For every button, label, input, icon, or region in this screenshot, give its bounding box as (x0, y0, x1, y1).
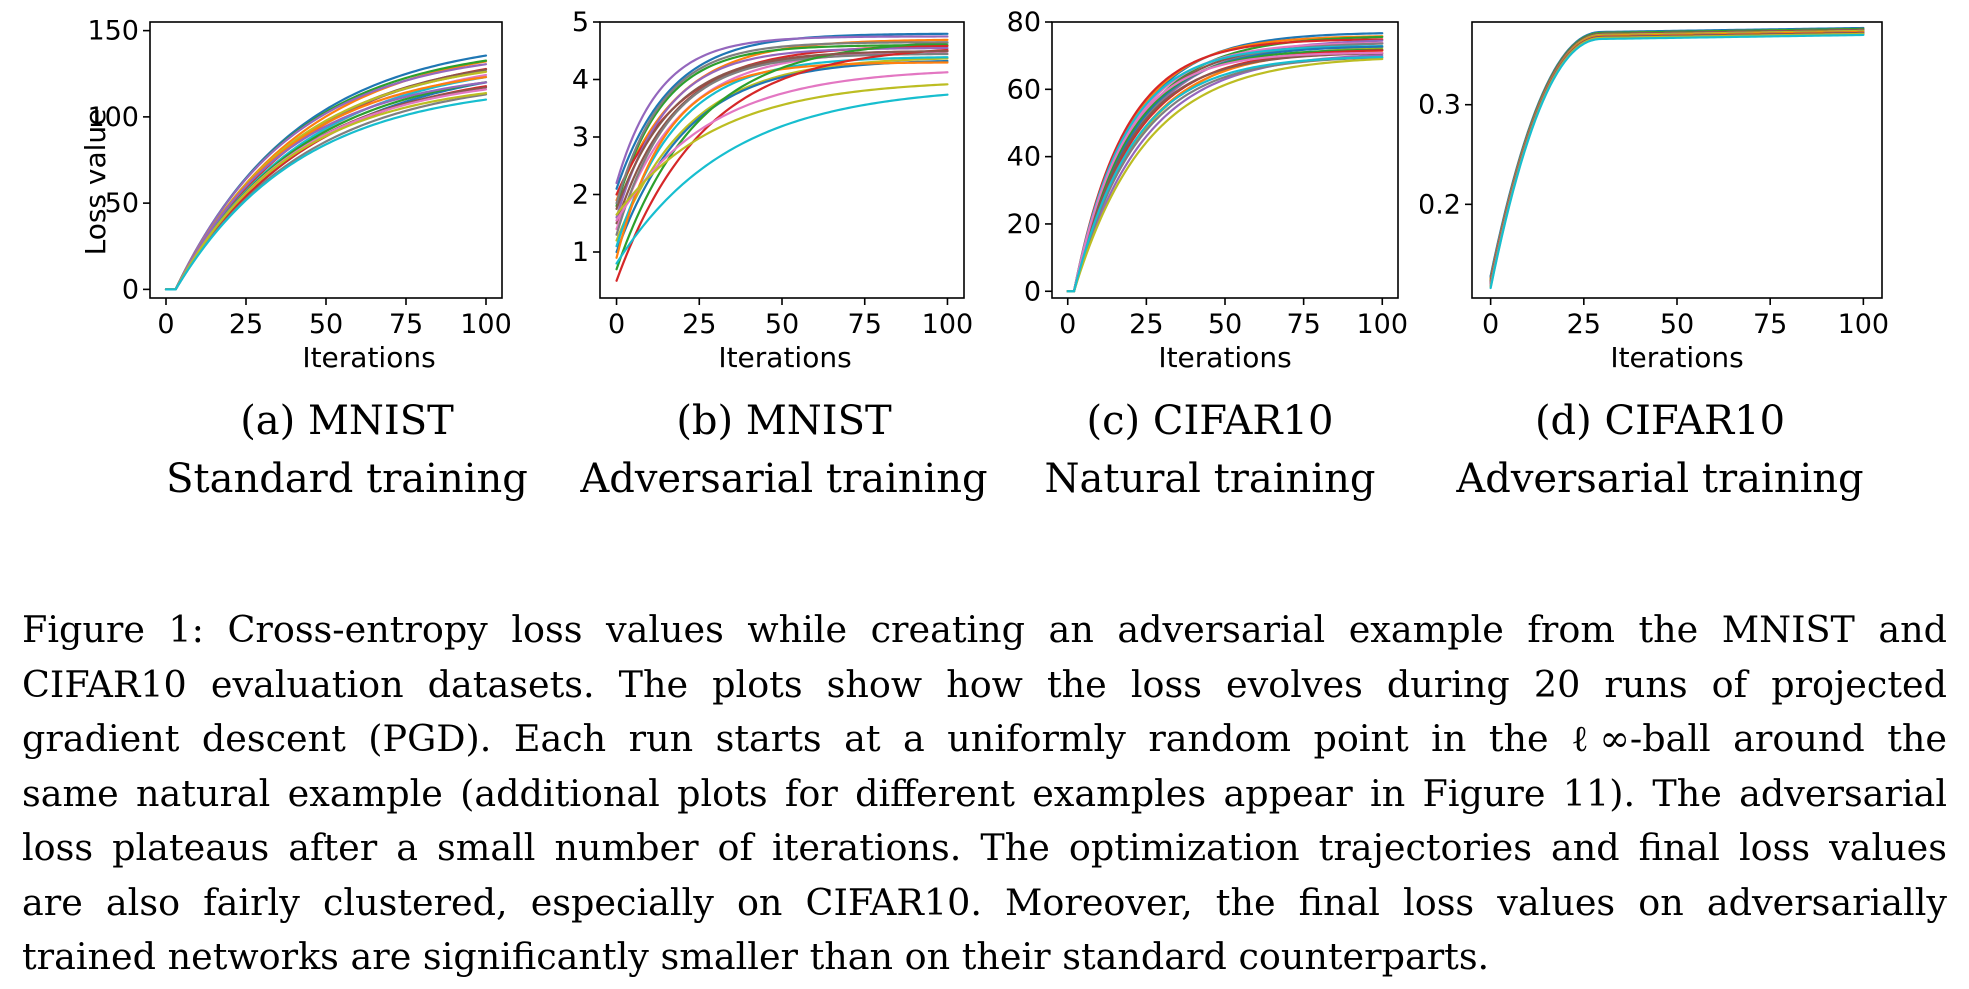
y-tick-label: 3 (572, 122, 589, 153)
x-axis-label: Iterations (1610, 341, 1743, 374)
plot-b-mnist-adversarial: 0 25 50 75 100 1 2 3 4 5 Iterations (572, 10, 974, 374)
series-line (615, 83, 949, 216)
subcaption-a-line2: Standard training (166, 456, 528, 502)
series-line (615, 71, 949, 222)
caption-line: are also fairly clustered, especially on… (22, 880, 1947, 924)
y-tick-label: 1 (572, 237, 589, 268)
y-tick-label: 0 (1024, 276, 1041, 307)
x-axis-label: Iterations (1158, 341, 1291, 374)
y-tick-label: 50 (105, 188, 139, 219)
plot-area (1472, 22, 1882, 298)
series-line (164, 98, 488, 291)
x-tick-label: 75 (1286, 309, 1320, 340)
x-tick-label: 0 (1482, 309, 1499, 340)
series-line (615, 93, 949, 265)
series-line (615, 41, 949, 205)
subcaption-c-line2: Natural training (1044, 456, 1376, 502)
series-line (1066, 57, 1384, 293)
y-tick-label: 80 (1007, 10, 1041, 38)
y-tick-label: 100 (87, 102, 139, 133)
x-tick-label: 75 (389, 309, 423, 340)
subcaption-b: (b) MNIST Adversarial training (564, 392, 1004, 508)
plot-a-mnist-standard: 0 25 50 75 100 0 50 100 150 Iterations Loss valu… (79, 16, 512, 374)
y-tick-label: 0.2 (1420, 189, 1461, 220)
subcaption-b-line2: Adversarial training (580, 456, 988, 502)
x-tick-label: 50 (309, 309, 343, 340)
subcaption-d-line1: (d) CIFAR10 (1534, 398, 1786, 444)
series-line (1066, 51, 1384, 293)
caption-line: same natural example (additional plots f… (22, 771, 1947, 815)
caption-line: gradient descent (PGD). Each run starts … (22, 717, 1947, 760)
series-line (164, 81, 488, 291)
x-tick-label: 100 (1838, 309, 1890, 340)
subcaption-c: (c) CIFAR10 Natural training (990, 392, 1430, 508)
x-axis-label: Iterations (302, 341, 435, 374)
x-tick-label: 25 (1567, 309, 1601, 340)
y-tick-label: 2 (572, 180, 589, 211)
subcaption-d: (d) CIFAR10 Adversarial training (1440, 392, 1880, 508)
figure-caption: Figure 1: Cross-entropy loss values whil… (22, 603, 1947, 985)
series-line (1066, 52, 1384, 293)
series-line (1066, 38, 1384, 293)
x-tick-label: 100 (922, 309, 974, 340)
caption-line: Figure 1: Cross-entropy loss values whil… (22, 608, 1947, 651)
series-line (1066, 55, 1384, 293)
x-tick-label: 25 (229, 309, 263, 340)
caption-line: loss plateaus after a small number of it… (22, 826, 1947, 869)
series-line (615, 46, 949, 219)
y-tick-label: 40 (1007, 142, 1041, 173)
x-axis-label: Iterations (718, 341, 851, 374)
x-tick-label: 50 (1208, 309, 1242, 340)
x-tick-label: 100 (460, 309, 512, 340)
x-tick-label: 75 (1753, 309, 1787, 340)
y-tick-label: 0.3 (1420, 90, 1461, 121)
x-tick-label: 0 (1059, 309, 1076, 340)
y-tick-label: 150 (87, 16, 139, 47)
series-line (615, 35, 949, 185)
subcaption-b-line1: (b) MNIST (676, 398, 892, 444)
series-line (1489, 33, 1865, 290)
series-line (1066, 45, 1384, 293)
x-tick-label: 25 (682, 309, 716, 340)
y-tick-label: 5 (572, 10, 589, 38)
series-line (615, 50, 949, 210)
plot-d-cifar10-adversarial: 0 25 50 75 100 0.2 0.3 Iterations (1420, 21, 1890, 374)
y-tick-label: 20 (1007, 209, 1041, 240)
series-line (615, 57, 949, 242)
x-tick-label: 0 (157, 309, 174, 340)
x-tick-label: 50 (1660, 309, 1694, 340)
x-tick-label: 100 (1356, 309, 1408, 340)
subcaption-a: (a) MNIST Standard training (127, 392, 567, 508)
caption-line: CIFAR10 evaluation datasets. The plots s… (22, 662, 1947, 706)
series-line (164, 63, 488, 291)
series-line (615, 41, 949, 271)
subcaption-d-line2: Adversarial training (1456, 456, 1864, 502)
x-tick-label: 25 (1129, 309, 1163, 340)
plot-c-cifar10-natural: 0 25 50 75 100 0 20 40 60 80 Iterations (1007, 10, 1408, 374)
subcaption-a-line1: (a) MNIST (240, 398, 454, 444)
y-axis-label: Loss value (79, 109, 112, 256)
y-tick-label: 4 (572, 65, 589, 96)
series-line (615, 61, 949, 259)
y-tick-label: 60 (1007, 74, 1041, 105)
y-tick-label: 0 (122, 274, 139, 305)
x-tick-label: 75 (848, 309, 882, 340)
caption-line: trained networks are significantly small… (22, 935, 1490, 978)
subcaption-c-line1: (c) CIFAR10 (1086, 398, 1334, 444)
series-line (615, 48, 949, 282)
x-tick-label: 0 (608, 309, 625, 340)
series-line (164, 92, 488, 291)
x-tick-label: 50 (765, 309, 799, 340)
